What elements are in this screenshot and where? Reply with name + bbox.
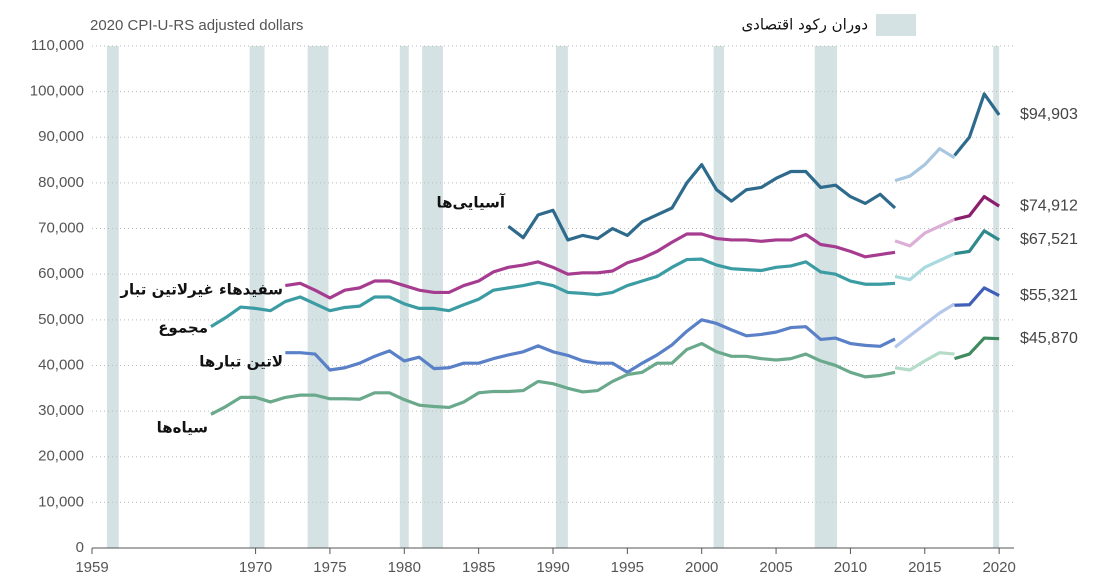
recession-band [307,46,329,548]
y-tick-label: 0 [76,539,84,556]
y-tick-label: 80,000 [38,174,84,191]
series-label: مجموع [158,319,208,337]
recession-band [106,46,119,548]
series-line [894,147,956,183]
series-line [954,336,1000,361]
recession-band [399,46,409,548]
series-line [954,286,1000,307]
series-line [954,229,1000,256]
end-label: $67,521 [1020,231,1078,248]
series-line [894,302,956,349]
series-line [894,351,955,372]
recession-band [249,46,265,548]
y-tick-label: 100,000 [30,83,84,100]
end-label: $55,321 [1020,287,1078,304]
y-tick-label: 10,000 [38,493,84,510]
recession-band [422,46,443,548]
legend-label: دوران رکود اقتصادی [741,16,868,34]
series-line [953,92,1001,157]
y-tick-label: 70,000 [38,220,84,237]
x-tick-label: 1959 [75,559,108,576]
series-line [894,252,956,282]
x-tick-label: 1975 [313,559,346,576]
y-tick-label: 90,000 [38,128,84,145]
end-label: $45,870 [1020,330,1078,347]
recession-band [993,46,1000,548]
y-tick-label: 50,000 [38,311,84,328]
series-line [285,318,896,374]
legend-swatch [876,14,916,36]
series-line [894,217,956,248]
series-line [210,341,896,416]
x-tick-label: 1995 [611,559,644,576]
x-tick-label: 1990 [536,559,569,576]
series-label: لاتین تبارها [199,353,283,371]
y-tick-label: 20,000 [38,448,84,465]
series-line [210,257,896,329]
x-tick-label: 2015 [908,559,941,576]
series-line [285,232,896,300]
series-label: سفیدهاء غیرلاتین تبار [119,281,283,299]
end-label: $94,903 [1020,106,1078,123]
y-tick-label: 40,000 [38,356,84,373]
x-tick-label: 1970 [239,559,272,576]
recession-band [713,46,725,548]
recession-band [814,46,838,548]
y-tick-label: 30,000 [38,402,84,419]
x-tick-label: 2000 [685,559,718,576]
y-tick-label: 60,000 [38,265,84,282]
x-tick-label: 1985 [462,559,495,576]
x-tick-label: 2020 [982,559,1015,576]
x-tick-label: 2005 [759,559,792,576]
recession-band [555,46,568,548]
chart-subtitle: 2020 CPI-U-RS adjusted dollars [90,17,303,34]
x-tick-label: 2010 [834,559,867,576]
series-line [954,195,1000,221]
x-tick-label: 1980 [388,559,421,576]
series-label: سیاه‌ها [157,419,208,437]
y-tick-label: 110,000 [31,37,84,54]
series-line [507,163,897,242]
end-label: $74,912 [1020,197,1078,214]
series-label: آسیایی‌ها [437,194,506,212]
